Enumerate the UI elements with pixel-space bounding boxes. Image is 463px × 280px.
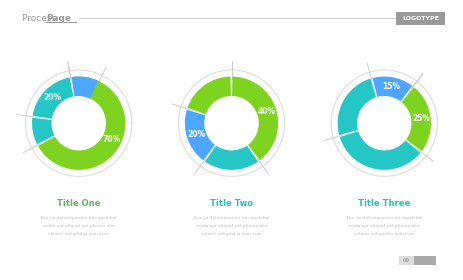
Text: Process: Process: [22, 14, 59, 23]
Text: 70%: 70%: [103, 135, 121, 144]
Text: Bur ua dolorequorum ea capelebal: Bur ua dolorequorum ea capelebal: [346, 216, 422, 220]
Text: 69: 69: [403, 258, 410, 263]
Text: LOGOTYPE: LOGOTYPE: [402, 16, 439, 21]
Text: Title One: Title One: [57, 199, 100, 208]
FancyBboxPatch shape: [396, 12, 445, 25]
Text: moda aut aliquid uet plorum aba: moda aut aliquid uet plorum aba: [196, 224, 267, 228]
Text: 15%: 15%: [382, 82, 400, 92]
Wedge shape: [188, 76, 231, 114]
Text: Bur ua dolorequorum ea capelebal: Bur ua dolorequorum ea capelebal: [194, 216, 269, 220]
Text: Page: Page: [46, 14, 71, 23]
Wedge shape: [38, 76, 125, 170]
FancyBboxPatch shape: [399, 256, 414, 265]
Wedge shape: [205, 146, 258, 170]
Text: volorer voluptalus sum eum: volorer voluptalus sum eum: [354, 232, 415, 236]
Wedge shape: [72, 76, 98, 99]
Wedge shape: [185, 110, 215, 160]
Wedge shape: [33, 78, 74, 119]
FancyBboxPatch shape: [414, 256, 436, 265]
Wedge shape: [340, 131, 420, 170]
Text: Bur ua dolorequorum ea capelebal: Bur ua dolorequorum ea capelebal: [41, 216, 117, 220]
Text: Title Two: Title Two: [210, 199, 253, 208]
Text: Title Three: Title Three: [358, 199, 410, 208]
Text: moda aut aliquid uet plorum aba: moda aut aliquid uet plorum aba: [349, 224, 420, 228]
Wedge shape: [372, 76, 412, 101]
Text: 20%: 20%: [188, 130, 206, 139]
Wedge shape: [232, 76, 278, 160]
Text: volorer voluptalus sum eum: volorer voluptalus sum eum: [201, 232, 262, 236]
Text: 20%: 20%: [43, 93, 61, 102]
Text: 40%: 40%: [257, 107, 275, 116]
Wedge shape: [401, 87, 431, 151]
Text: 25%: 25%: [412, 114, 430, 123]
Text: moda aut aliquid uet plorum aba: moda aut aliquid uet plorum aba: [43, 224, 114, 228]
Wedge shape: [32, 118, 54, 144]
Text: volorer voluptalus sum eum: volorer voluptalus sum eum: [48, 232, 109, 236]
Wedge shape: [338, 79, 376, 135]
